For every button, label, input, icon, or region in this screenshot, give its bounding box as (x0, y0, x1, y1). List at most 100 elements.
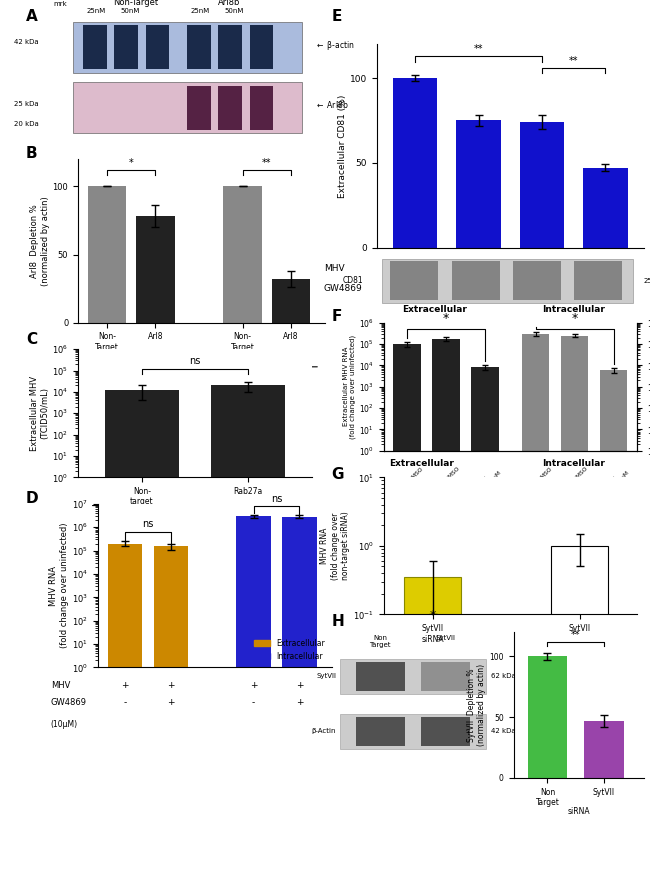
FancyBboxPatch shape (574, 261, 622, 301)
Text: **: ** (262, 158, 272, 169)
Text: -: - (413, 263, 417, 273)
Text: siRNA: siRNA (567, 807, 590, 817)
Text: -: - (252, 698, 255, 707)
Text: MHV,
BAPTA 30μM: MHV, BAPTA 30μM (597, 466, 630, 500)
Bar (88, 187, 127, 323)
Text: 62 kDa: 62 kDa (491, 673, 515, 679)
Bar (153, 546, 188, 884)
Text: C: C (26, 332, 37, 347)
Text: +: + (167, 681, 175, 690)
Text: *: * (430, 609, 436, 622)
Text: +: + (296, 698, 303, 707)
Text: +: + (538, 263, 546, 273)
Text: $\leftarrow$ β-actin: $\leftarrow$ β-actin (315, 39, 354, 52)
Text: A: A (26, 9, 38, 24)
FancyBboxPatch shape (421, 662, 469, 691)
Text: Intracellular: Intracellular (542, 305, 605, 315)
FancyBboxPatch shape (356, 717, 404, 746)
Text: SytVII: SytVII (436, 635, 455, 641)
FancyBboxPatch shape (73, 82, 302, 133)
Text: (10μM): (10μM) (51, 720, 78, 728)
FancyBboxPatch shape (218, 26, 242, 69)
Text: Arl8b: Arl8b (218, 0, 240, 7)
FancyBboxPatch shape (513, 261, 561, 301)
Text: E: E (332, 9, 342, 24)
Text: **: ** (571, 630, 580, 640)
FancyBboxPatch shape (218, 86, 242, 130)
Bar (584, 720, 624, 778)
Bar (224, 187, 262, 323)
Text: +: + (602, 284, 609, 293)
Bar (404, 577, 461, 884)
Text: $\leftarrow$ Arl8b: $\leftarrow$ Arl8b (315, 98, 348, 110)
Bar (432, 339, 460, 884)
Bar (528, 656, 567, 778)
Text: Extracellular: Extracellular (402, 305, 467, 315)
Text: 25kDa: 25kDa (644, 278, 650, 284)
Text: 25nM: 25nM (86, 8, 106, 14)
Y-axis label: Arl8  Depletion %
(normalized by actin): Arl8 Depletion % (normalized by actin) (31, 196, 50, 286)
Text: β-Actin: β-Actin (312, 728, 337, 734)
FancyBboxPatch shape (452, 261, 500, 301)
Text: *: * (571, 312, 578, 325)
Text: Non
Target: Non Target (369, 635, 391, 648)
Legend: Extracellular, Intracellular: Extracellular, Intracellular (252, 636, 328, 664)
Bar (108, 544, 142, 884)
Y-axis label: SytVII  Depletion %
(normalized by actin): SytVII Depletion % (normalized by actin) (467, 664, 486, 746)
Y-axis label: MHV RNA
(fold change over
non-target siRNA): MHV RNA (fold change over non-target siR… (320, 512, 350, 580)
Text: -: - (477, 263, 480, 273)
Text: 25nM: 25nM (190, 8, 210, 14)
FancyBboxPatch shape (339, 714, 486, 749)
FancyBboxPatch shape (390, 261, 438, 301)
Text: GW4869: GW4869 (51, 698, 86, 707)
Text: 50nM: 50nM (224, 8, 244, 14)
Y-axis label: Extracellular MHV RNA
(fold change over uninfected): Extracellular MHV RNA (fold change over … (343, 335, 356, 438)
Text: 25nM siRNA: 25nM siRNA (124, 373, 170, 382)
Text: GW4869: GW4869 (324, 284, 363, 293)
Text: SytVII: SytVII (317, 673, 337, 679)
Text: -: - (540, 284, 543, 293)
FancyBboxPatch shape (382, 259, 633, 302)
FancyBboxPatch shape (83, 26, 107, 69)
Bar (211, 385, 285, 884)
Text: -: - (413, 284, 417, 293)
Bar (456, 120, 500, 248)
Text: 20 kDa: 20 kDa (14, 121, 39, 127)
Bar (136, 217, 175, 323)
Y-axis label: Extracellular MHV
(TCID50/mL): Extracellular MHV (TCID50/mL) (30, 376, 49, 451)
Bar (551, 545, 608, 884)
Text: +: + (167, 698, 175, 707)
Text: MHV, no DMSO: MHV, no DMSO (518, 466, 553, 501)
FancyBboxPatch shape (187, 26, 211, 69)
FancyBboxPatch shape (146, 26, 169, 69)
Y-axis label: Extracellular CD81 (%): Extracellular CD81 (%) (338, 95, 347, 197)
Text: ns: ns (142, 519, 153, 529)
Bar (272, 279, 311, 323)
Text: G: G (332, 467, 344, 482)
Bar (561, 336, 588, 884)
Text: H: H (332, 614, 344, 629)
Bar (393, 78, 437, 248)
Text: ns: ns (271, 494, 282, 504)
Text: MHV: MHV (324, 263, 344, 273)
Text: siRNA (50nM): siRNA (50nM) (169, 507, 221, 515)
Text: Extracellular: Extracellular (389, 460, 454, 469)
Text: 42 kDa: 42 kDa (491, 728, 515, 734)
Text: MHV: MHV (51, 681, 70, 690)
Text: 25 kDa: 25 kDa (14, 101, 39, 107)
Bar (471, 368, 499, 884)
Bar (105, 390, 179, 884)
Text: Non-Target: Non-Target (112, 0, 158, 7)
Bar (393, 344, 421, 884)
FancyBboxPatch shape (73, 21, 302, 73)
FancyBboxPatch shape (250, 86, 273, 130)
Text: MHV, DMSO: MHV, DMSO (432, 466, 460, 495)
Text: +: + (602, 263, 609, 273)
Bar (237, 516, 270, 884)
Text: F: F (332, 309, 342, 324)
Text: CD81: CD81 (343, 276, 364, 286)
Bar (522, 334, 549, 884)
Bar (520, 122, 564, 248)
Text: mrk: mrk (53, 1, 67, 7)
Text: -: - (124, 698, 127, 707)
